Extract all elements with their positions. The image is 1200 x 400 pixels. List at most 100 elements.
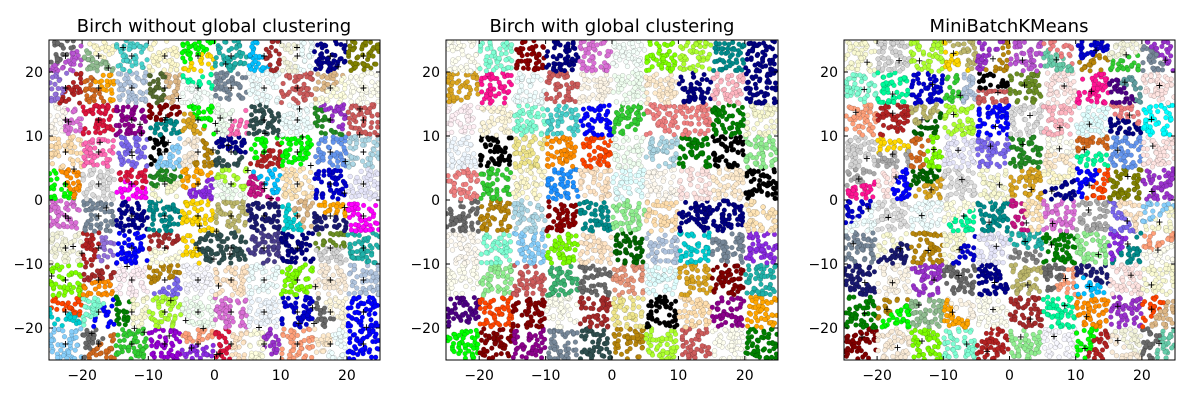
data-point <box>244 263 250 269</box>
data-point <box>265 274 272 280</box>
data-point <box>362 187 368 193</box>
data-point <box>242 195 248 201</box>
data-point <box>92 249 98 255</box>
data-point <box>89 180 96 186</box>
data-point <box>153 183 159 189</box>
data-point <box>201 216 208 222</box>
data-point <box>337 92 344 98</box>
data-point <box>189 319 195 325</box>
data-point <box>126 46 132 53</box>
data-point <box>86 352 92 359</box>
data-point <box>304 289 310 295</box>
data-point <box>259 97 265 103</box>
data-point <box>287 120 293 126</box>
data-point <box>64 40 70 44</box>
data-point <box>226 297 233 303</box>
data-point <box>347 340 353 346</box>
data-point <box>139 279 145 286</box>
data-point <box>139 61 145 67</box>
data-point <box>227 356 233 360</box>
data-point <box>99 45 105 51</box>
data-point <box>103 203 109 209</box>
data-point <box>281 226 287 233</box>
data-point <box>258 138 264 144</box>
data-point <box>131 44 137 50</box>
data-point <box>91 154 97 161</box>
data-point <box>108 87 114 93</box>
data-point <box>62 253 68 259</box>
data-point <box>171 45 177 51</box>
data-point <box>260 204 266 210</box>
data-point <box>172 316 178 322</box>
data-point <box>103 348 109 354</box>
data-point <box>313 247 319 253</box>
data-point <box>343 183 349 189</box>
data-point <box>93 129 99 135</box>
data-point <box>168 67 174 73</box>
data-point <box>140 298 147 304</box>
data-point <box>94 162 100 168</box>
data-point <box>117 291 124 297</box>
panel-birch-without-global: Birch without global clustering −20 −10 0 1… <box>13 16 381 384</box>
data-point <box>246 308 252 314</box>
data-point <box>92 302 98 308</box>
data-point <box>173 66 180 73</box>
data-point <box>273 48 279 54</box>
data-point <box>143 163 150 169</box>
data-point <box>313 349 320 355</box>
data-point <box>281 326 287 332</box>
data-point <box>301 67 307 74</box>
data-point <box>336 299 342 305</box>
data-point <box>118 176 124 182</box>
data-point <box>216 126 222 132</box>
data-point <box>120 104 126 110</box>
data-point <box>101 241 107 247</box>
data-point <box>260 65 266 71</box>
data-point <box>247 343 253 349</box>
data-point <box>208 308 214 314</box>
data-point <box>271 213 277 219</box>
data-point <box>318 52 324 58</box>
data-point <box>349 300 355 306</box>
data-point <box>139 214 145 220</box>
data-point <box>53 145 60 151</box>
data-point <box>49 74 55 80</box>
data-point <box>146 63 152 70</box>
data-point <box>212 292 219 298</box>
data-point <box>163 79 169 85</box>
data-point <box>274 177 281 183</box>
data-point <box>114 79 120 85</box>
data-point <box>303 247 310 253</box>
data-point <box>98 258 104 264</box>
data-point <box>78 70 84 76</box>
data-point <box>159 163 166 169</box>
data-point <box>246 323 252 329</box>
data-point <box>264 318 271 324</box>
data-point <box>337 255 343 261</box>
data-point <box>253 149 259 155</box>
data-point <box>137 44 143 50</box>
data-point <box>343 257 349 263</box>
data-point <box>302 174 308 180</box>
data-point <box>256 241 262 247</box>
data-point <box>103 227 109 234</box>
data-point <box>333 93 339 99</box>
data-point <box>70 158 76 164</box>
data-point <box>75 280 81 286</box>
data-point <box>283 125 289 131</box>
data-point <box>157 271 163 277</box>
data-point <box>218 70 224 76</box>
data-point <box>134 302 140 308</box>
data-point <box>319 194 326 201</box>
data-point <box>374 132 380 138</box>
data-point <box>312 86 318 92</box>
data-point <box>71 192 77 198</box>
data-point <box>353 125 359 131</box>
data-point <box>350 189 356 195</box>
data-point <box>96 254 102 260</box>
data-point <box>369 113 375 119</box>
cluster-blob <box>80 166 117 202</box>
data-point <box>187 151 193 157</box>
data-point <box>99 201 105 207</box>
data-point <box>115 71 121 77</box>
